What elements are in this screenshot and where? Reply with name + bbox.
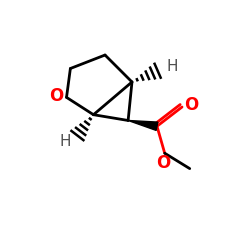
Text: O: O [156,154,170,172]
Text: O: O [49,87,63,105]
Text: H: H [59,134,71,149]
Text: O: O [184,96,199,114]
Polygon shape [128,120,158,130]
Text: H: H [166,59,178,74]
